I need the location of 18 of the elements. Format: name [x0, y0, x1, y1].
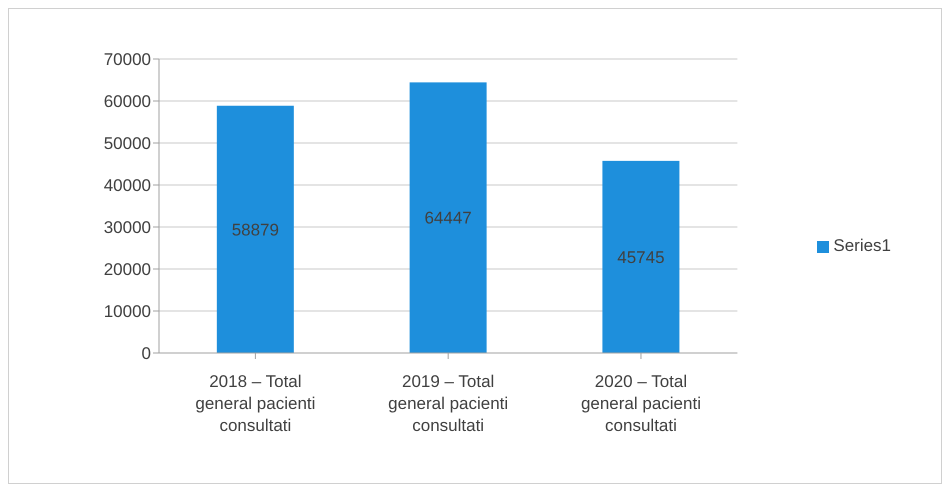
data-label: 58879 — [232, 220, 279, 240]
bar — [602, 160, 680, 353]
y-tick-label: 70000 — [104, 50, 151, 70]
legend-label: Series1 — [833, 236, 891, 255]
y-tick-label: 30000 — [104, 218, 151, 238]
y-tick-label: 20000 — [104, 260, 151, 280]
bar — [216, 106, 294, 353]
y-tick-label: 60000 — [104, 92, 151, 112]
data-label: 64447 — [424, 208, 472, 228]
y-tick-label: 40000 — [104, 176, 151, 196]
data-label: 45745 — [617, 248, 665, 267]
y-tick-label: 50000 — [104, 134, 151, 154]
y-tick-label: 0 — [142, 344, 151, 364]
x-tick-label: 2019 – Total general pacienti consultati — [388, 372, 508, 436]
y-tick-label: 10000 — [104, 302, 151, 322]
x-tick-label: 2018 – Total general pacienti consultati — [195, 372, 316, 436]
bar — [410, 82, 487, 353]
x-tick-label: 2020 – Total general pacienti consultati — [580, 372, 701, 436]
